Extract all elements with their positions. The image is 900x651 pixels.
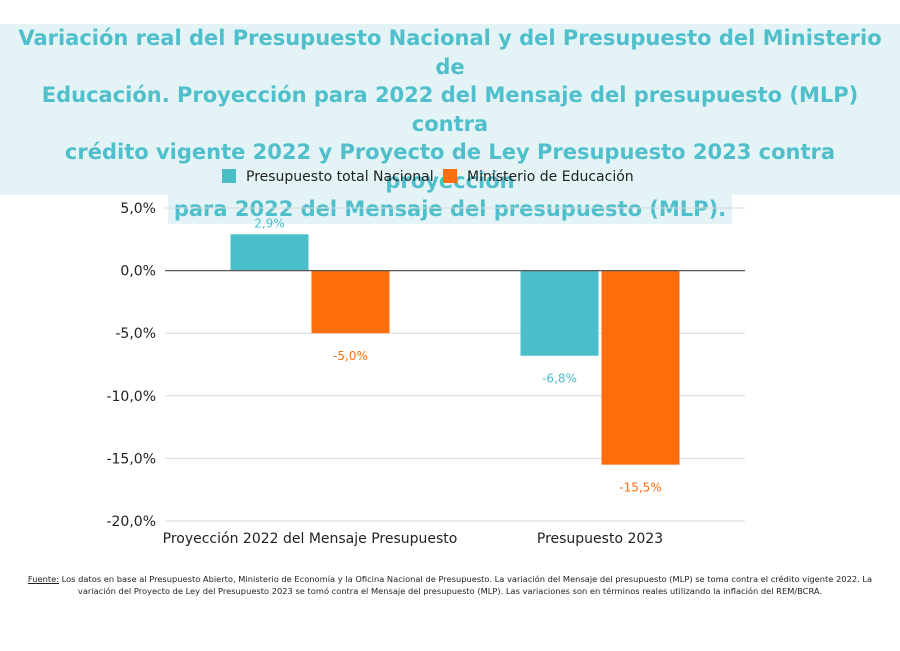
y-tick-label: 0,0% xyxy=(120,264,156,280)
y-tick-label: -15,0% xyxy=(106,451,156,467)
y-tick-label: 5,0% xyxy=(120,201,156,217)
data-label: -5,0% xyxy=(333,349,368,363)
source-note: Fuente: Los datos en base al Presupuesto… xyxy=(20,574,880,597)
x-tick-label: Proyección 2022 del Mensaje Presupuesto xyxy=(163,531,458,547)
bar-chart: 5,0% 0,0% -5,0% -10,0% -15,0% -20,0% 2,9% -5,0%… xyxy=(106,169,745,547)
x-tick-label: Presupuesto 2023 xyxy=(537,531,663,547)
legend-label: Ministerio de Educación xyxy=(467,169,634,185)
bar xyxy=(601,270,680,465)
source-label: Fuente: xyxy=(27,574,59,584)
title-line: para 2022 del Mensaje del presupuesto (M… xyxy=(167,195,733,224)
title-line: Variación real del Presupuesto Nacional … xyxy=(0,24,900,81)
bar xyxy=(520,270,599,356)
y-tick-label: -20,0% xyxy=(106,514,156,530)
bar xyxy=(230,234,309,271)
title-line: crédito vigente 2022 y Proyecto de Ley P… xyxy=(0,138,900,195)
data-label: -15,5% xyxy=(619,481,661,495)
legend-swatch xyxy=(443,169,457,183)
data-label: -6,8% xyxy=(542,372,577,386)
legend-swatch xyxy=(222,169,236,183)
title-line: Educación. Proyección para 2022 del Mens… xyxy=(0,81,900,138)
data-label: 2,9% xyxy=(254,216,285,230)
source-text: Los datos en base al Presupuesto Abierto… xyxy=(58,574,873,596)
bar xyxy=(311,270,390,334)
y-tick-label: -10,0% xyxy=(106,389,156,405)
legend-label: Presupuesto total Nacional xyxy=(246,169,434,185)
y-tick-label: -5,0% xyxy=(115,326,156,342)
chart-title: Variación real del Presupuesto Nacional … xyxy=(0,24,900,224)
